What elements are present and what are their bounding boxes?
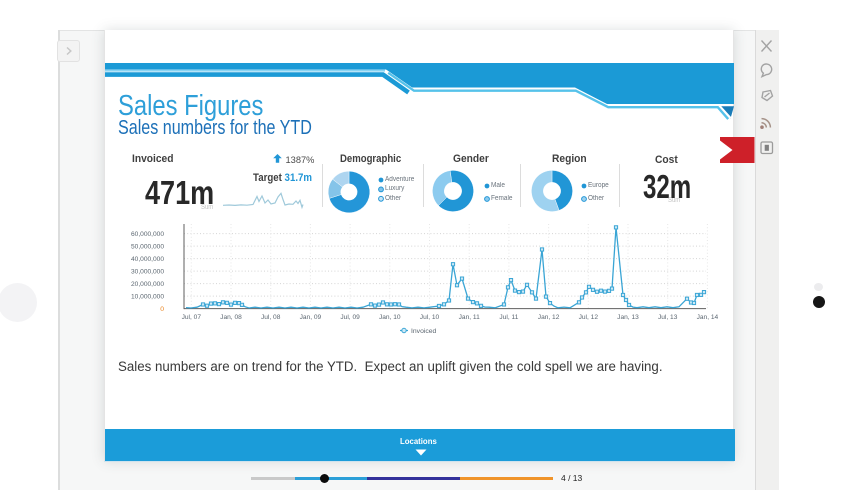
svg-text:Jul, 12: Jul, 12 bbox=[579, 314, 599, 321]
svg-text:Jul, 08: Jul, 08 bbox=[261, 314, 281, 321]
svg-text:Jul, 11: Jul, 11 bbox=[499, 314, 518, 321]
svg-text:20,000,000: 20,000,000 bbox=[131, 281, 164, 288]
svg-text:Jan, 12: Jan, 12 bbox=[538, 314, 560, 321]
svg-text:50,000,000: 50,000,000 bbox=[131, 244, 164, 251]
svg-text:40,000,000: 40,000,000 bbox=[131, 256, 164, 263]
svg-text:Jan, 08: Jan, 08 bbox=[220, 314, 242, 321]
svg-text:0: 0 bbox=[160, 306, 164, 313]
svg-text:Jan, 13: Jan, 13 bbox=[617, 314, 639, 321]
svg-text:Jan, 14: Jan, 14 bbox=[697, 314, 719, 321]
svg-text:Jan, 10: Jan, 10 bbox=[379, 314, 401, 321]
svg-text:10,000,000: 10,000,000 bbox=[131, 294, 164, 301]
svg-text:Jan, 11: Jan, 11 bbox=[459, 314, 480, 321]
svg-text:Jan, 09: Jan, 09 bbox=[300, 314, 322, 321]
svg-text:Jul, 09: Jul, 09 bbox=[340, 314, 360, 321]
svg-text:Invoiced: Invoiced bbox=[411, 328, 437, 335]
svg-text:Jul, 10: Jul, 10 bbox=[420, 314, 440, 321]
svg-text:60,000,000: 60,000,000 bbox=[131, 231, 164, 238]
svg-text:30,000,000: 30,000,000 bbox=[131, 269, 164, 276]
svg-text:Jul, 07: Jul, 07 bbox=[182, 314, 202, 321]
svg-text:Jul, 13: Jul, 13 bbox=[658, 314, 678, 321]
